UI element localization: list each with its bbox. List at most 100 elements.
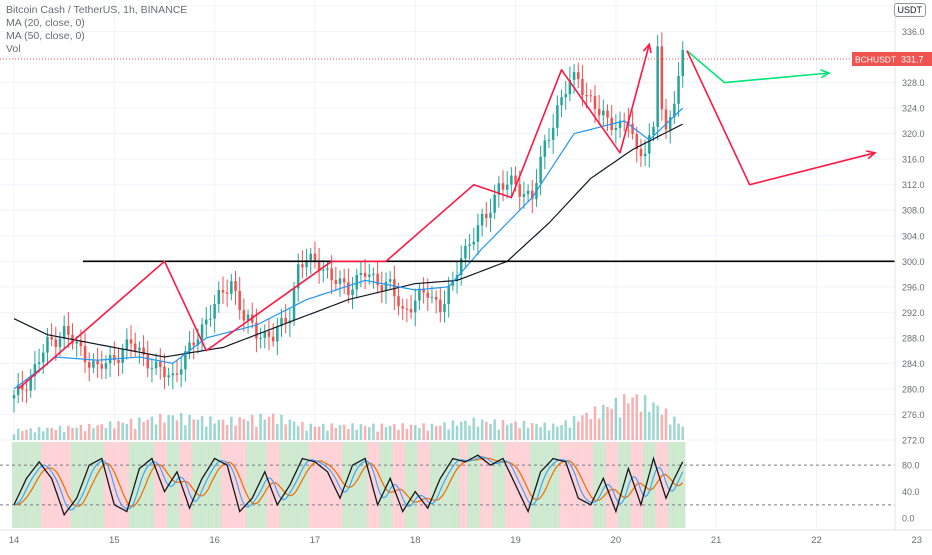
candle	[133, 343, 137, 351]
candle	[175, 373, 179, 375]
stoch-band	[283, 442, 289, 528]
stoch-tick-label: 80.0	[902, 461, 920, 471]
volume-bar	[539, 427, 542, 440]
volume-bar	[388, 425, 392, 440]
stoch-band	[41, 442, 46, 528]
candle	[309, 253, 313, 261]
candle	[276, 326, 279, 342]
stoch-band	[413, 442, 418, 528]
volume-bar	[58, 425, 62, 440]
candle	[564, 94, 567, 98]
stoch-band	[112, 442, 118, 528]
stoch-band	[174, 442, 180, 528]
volume-bar	[451, 420, 455, 440]
last-price-value: 331.7	[901, 54, 924, 64]
candle	[572, 72, 576, 80]
stoch-band	[57, 442, 63, 528]
stoch-band	[333, 442, 339, 528]
stoch-band	[463, 442, 469, 528]
volume-bar	[142, 422, 145, 440]
stoch-band	[87, 442, 92, 528]
candle	[96, 360, 99, 365]
candle	[104, 363, 108, 369]
candle	[129, 339, 133, 344]
volume-bar	[104, 428, 108, 440]
candle	[568, 79, 572, 95]
stoch-band	[375, 442, 381, 528]
volume-bar	[71, 427, 74, 440]
candle	[296, 264, 300, 289]
volume-bar	[50, 427, 53, 440]
stoch-band	[434, 442, 439, 528]
stoch-band	[124, 442, 130, 528]
currency-badge[interactable]: USDT	[893, 3, 926, 17]
candle	[271, 336, 275, 342]
volume-bar	[430, 423, 434, 440]
stoch-band	[567, 442, 573, 528]
candle	[238, 290, 241, 311]
stoch-band	[120, 442, 126, 528]
stoch-band	[488, 442, 494, 528]
candle	[213, 304, 216, 319]
stoch-band	[308, 442, 314, 528]
volume-bar	[459, 421, 463, 440]
stoch-band	[379, 442, 385, 528]
ma20-line	[13, 107, 684, 390]
stoch-band	[530, 442, 535, 528]
candle	[668, 117, 672, 130]
volume-bar	[581, 415, 584, 440]
volume-bar	[564, 420, 567, 440]
candle	[618, 120, 622, 128]
candle	[209, 318, 212, 320]
last-price-symbol: BCHUSDT	[855, 54, 896, 64]
stoch-band	[245, 442, 251, 528]
candle	[510, 175, 513, 185]
stoch-band	[225, 442, 230, 528]
stoch-tick-label: 40.0	[902, 487, 920, 497]
candle	[117, 359, 120, 363]
volume-bar	[476, 426, 480, 440]
candle	[42, 352, 45, 363]
stoch-band	[133, 442, 138, 528]
volume-bar	[497, 429, 501, 440]
stoch-band	[11, 442, 17, 528]
volume-bar	[146, 419, 150, 440]
volume-bar	[393, 424, 396, 440]
volume-bar	[284, 424, 287, 440]
volume-bar	[681, 426, 684, 440]
volume-bar	[12, 434, 16, 440]
stoch-band	[617, 442, 623, 528]
candle	[497, 183, 501, 195]
candle	[16, 384, 20, 396]
stoch-band	[337, 442, 343, 528]
price-tick-label: 300.0	[902, 257, 925, 267]
stoch-band	[49, 442, 55, 528]
candle	[221, 290, 225, 293]
stoch-band	[521, 442, 527, 528]
stoch-band	[526, 442, 531, 528]
candle	[388, 279, 392, 282]
candle	[405, 308, 409, 310]
stoch-band	[20, 442, 26, 528]
volume-bar	[551, 423, 555, 440]
volume-bar	[380, 423, 384, 440]
price-tick-label: 336.0	[902, 27, 925, 37]
candle	[543, 140, 547, 157]
volume-bar	[384, 427, 388, 440]
legend-symbol: Bitcoin Cash / TetherUS, 1h, BINANCE	[6, 4, 188, 16]
stoch-band	[216, 442, 222, 528]
volume-bar	[485, 421, 488, 440]
volume-bar	[46, 427, 49, 440]
volume-bar	[292, 421, 296, 440]
stoch-band	[609, 442, 615, 528]
volume-bar	[618, 417, 622, 440]
candle	[62, 326, 66, 339]
time-axis-bg	[0, 530, 932, 550]
stoch-band	[438, 442, 444, 528]
candle	[351, 289, 354, 296]
candle	[330, 268, 333, 281]
stoch-band	[271, 442, 276, 528]
stoch-band	[70, 442, 76, 528]
